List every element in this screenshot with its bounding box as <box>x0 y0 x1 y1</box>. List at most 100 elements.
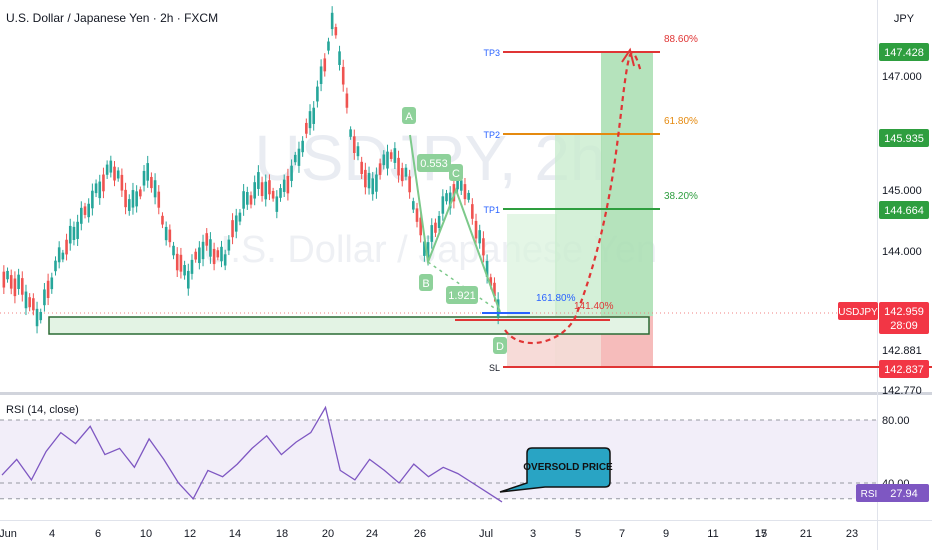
candle-body <box>186 270 190 289</box>
harmonic-point-b-bg <box>419 274 433 291</box>
ratio-161-80: 161.80% <box>536 293 576 304</box>
tp-price-value: 144.664 <box>884 205 924 217</box>
time-tick-label: 6 <box>95 528 101 540</box>
candle-body <box>153 180 157 198</box>
candle-body <box>316 86 319 102</box>
price-tick-label: 145.000 <box>882 185 922 197</box>
candle-body <box>68 225 72 244</box>
projection-arrowhead <box>621 47 635 67</box>
rsi-value-bg <box>879 484 929 502</box>
candle-body <box>242 191 245 209</box>
tp2-label: TP2 <box>483 130 500 140</box>
candle-body <box>426 242 430 259</box>
candle-body <box>223 254 227 266</box>
candle-body <box>389 152 393 159</box>
ratio-1921: 1.921 <box>448 290 476 302</box>
candle-body <box>231 220 234 238</box>
candle-body <box>91 190 94 209</box>
currency-label[interactable]: JPY <box>894 13 915 25</box>
candle-body <box>35 308 39 327</box>
candle-body <box>135 191 138 207</box>
demand-zone-box[interactable] <box>48 316 650 335</box>
candle-body <box>194 251 197 260</box>
candle-body <box>238 212 242 222</box>
candle-body <box>349 129 352 137</box>
candle-body <box>257 172 260 189</box>
ratio-0553-bg <box>417 154 451 172</box>
candle-body <box>437 215 441 228</box>
time-tick-label: 3 <box>530 528 536 540</box>
candle-body <box>305 122 308 134</box>
candle-body <box>205 233 209 246</box>
tp2-fib-pct: 61.80% <box>664 116 698 127</box>
harmonic-point-c: C <box>452 168 460 180</box>
time-tick-label: Jun <box>0 528 17 540</box>
rsi-indicator-label: RSI (14, close) <box>6 404 79 416</box>
candle-body <box>124 189 127 208</box>
time-axis-border <box>0 520 932 521</box>
last-price-badge-bg <box>879 302 929 334</box>
candle-body <box>32 298 35 311</box>
candle-body <box>17 274 20 289</box>
last-price-value: 142.959 <box>884 306 924 318</box>
candle-body <box>371 178 375 195</box>
candle-body <box>312 107 316 124</box>
candle-body <box>157 191 161 208</box>
candle-body <box>463 184 467 200</box>
candle-body <box>164 226 168 241</box>
candle-body <box>150 176 153 189</box>
candle-body <box>474 220 478 239</box>
candle-body <box>61 252 65 260</box>
candle-body <box>482 238 485 256</box>
sl-price-value: 142.837 <box>884 364 924 376</box>
tp-price-badge <box>879 129 929 147</box>
candle-body <box>54 260 57 272</box>
harmonic-point-d: D <box>496 341 504 353</box>
candle-body <box>364 169 367 188</box>
candle-body <box>423 241 426 256</box>
oversold-callout[interactable] <box>499 447 611 493</box>
candle-body <box>485 260 489 277</box>
candle-body <box>105 164 109 175</box>
candle-body <box>382 154 386 166</box>
pane-divider[interactable] <box>0 392 932 395</box>
candle-body <box>386 151 389 169</box>
candle-body <box>102 174 105 192</box>
rsi-tick-label: 80.00 <box>882 415 910 427</box>
time-tick-label: 20 <box>322 528 334 540</box>
candle-body <box>275 196 279 212</box>
candle-body <box>456 177 459 190</box>
candle-body <box>360 161 363 175</box>
candle-body <box>467 192 470 200</box>
price-tick-label: 144.000 <box>882 246 922 258</box>
candle-body <box>441 196 445 214</box>
candle-body <box>87 203 90 218</box>
price-tick-label: 142.881 <box>882 345 922 357</box>
rsi-badge-bg <box>856 484 882 502</box>
candle-body <box>282 179 286 192</box>
candle-body <box>249 195 253 205</box>
time-tick-label: Jul <box>479 528 493 540</box>
price-axis-border <box>877 0 878 550</box>
candle-body <box>448 192 452 209</box>
candle-body <box>264 181 268 200</box>
candle-body <box>113 166 116 181</box>
candle-body <box>445 193 448 202</box>
candle-body <box>293 154 297 163</box>
time-tick-label: 9 <box>663 528 669 540</box>
candle-body <box>260 182 264 197</box>
candle-body <box>297 148 301 166</box>
time-tick-label: 5 <box>575 528 581 540</box>
candle-body <box>327 41 330 51</box>
candle-body <box>179 254 183 272</box>
symbol-badge: USDJPY <box>838 307 878 318</box>
harmonic-point-d-bg <box>493 337 507 354</box>
time-tick-label: 24 <box>366 528 378 540</box>
candle-body <box>393 148 397 163</box>
candle-body <box>271 190 275 199</box>
candle-body <box>234 215 238 232</box>
candle-body <box>375 174 378 192</box>
candle-body <box>39 311 43 321</box>
oversold-callout-text: OVERSOLD PRICE <box>523 462 613 473</box>
